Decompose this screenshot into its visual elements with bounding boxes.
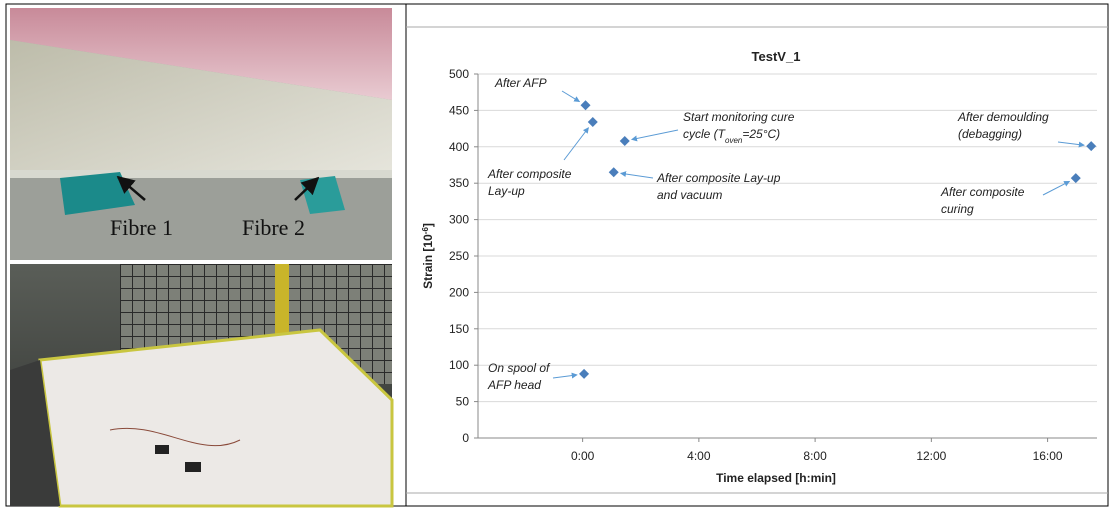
annotation: After composite <box>487 167 572 181</box>
point <box>588 117 598 127</box>
y-axis-label: Strain [10-6] <box>421 223 436 289</box>
text-part: After composite <box>940 185 1025 199</box>
annotation-arrow <box>632 130 678 140</box>
point <box>1086 141 1096 151</box>
text-part: and vacuum <box>657 188 722 202</box>
annotation: Lay-up <box>488 184 525 198</box>
y-tick-label: 150 <box>449 322 469 336</box>
point <box>1071 173 1081 183</box>
photo-top: Fibre 1 Fibre 2 <box>10 8 392 260</box>
annotation-arrow <box>562 91 580 102</box>
text-part: On spool of <box>488 361 551 375</box>
annotation: and vacuum <box>657 188 722 202</box>
chart-title: TestV_1 <box>752 49 801 64</box>
y-tick-label: 500 <box>449 67 469 81</box>
y-tick-label: 100 <box>449 358 469 372</box>
text-part: Lay-up <box>488 184 525 198</box>
annotation: AFP head <box>487 378 541 392</box>
annotation: cycle (Toven=25°C) <box>683 127 780 145</box>
text-part: ] <box>421 223 435 227</box>
text-part: After composite Lay-up <box>656 171 781 185</box>
y-tick-label: 0 <box>462 431 469 445</box>
point <box>579 369 589 379</box>
photo-label: Fibre 1 <box>110 215 173 240</box>
y-tick-label: 450 <box>449 103 469 117</box>
annotation: (debagging) <box>958 127 1022 141</box>
y-tick-label: 350 <box>449 176 469 190</box>
annotation-arrow <box>553 375 577 378</box>
photo-label: Fibre 2 <box>242 215 305 240</box>
text-part: cycle (T <box>683 127 727 141</box>
text-part: After composite <box>487 167 572 181</box>
annotation: On spool of <box>488 361 551 375</box>
annotation: After composite <box>940 185 1025 199</box>
photo-bottom <box>10 264 392 506</box>
x-tick-label: 16:00 <box>1033 449 1063 463</box>
point <box>581 100 591 110</box>
text-part: curing <box>941 202 974 216</box>
text-part: (debagging) <box>958 127 1022 141</box>
x-tick-label: 8:00 <box>803 449 827 463</box>
annotation: Start monitoring cure <box>683 110 795 124</box>
annotation-arrow <box>1058 142 1084 145</box>
x-tick-label: 0:00 <box>571 449 595 463</box>
y-tick-label: 50 <box>456 395 470 409</box>
text-part: oven <box>725 136 743 145</box>
x-tick-label: 12:00 <box>916 449 946 463</box>
point <box>620 136 630 146</box>
annotation: After composite Lay-up <box>656 171 781 185</box>
y-tick-label: 250 <box>449 249 469 263</box>
text-part: =25°C) <box>742 127 780 141</box>
y-tick-label: 400 <box>449 140 469 154</box>
x-tick-label: 4:00 <box>687 449 711 463</box>
text-part: After AFP <box>494 76 547 90</box>
figure: Fibre 1 Fibre 2 TestV_1 Time elapsed [h:… <box>0 0 1112 508</box>
annotation: curing <box>941 202 974 216</box>
text-part: AFP head <box>487 378 541 392</box>
text-part: Strain [10 <box>421 234 435 289</box>
text-part: Start monitoring cure <box>683 110 795 124</box>
point <box>609 167 619 177</box>
annotation: After demoulding <box>957 110 1049 124</box>
y-tick-label: 300 <box>449 213 469 227</box>
annotation-arrow <box>621 173 653 178</box>
text-part: After demoulding <box>957 110 1049 124</box>
y-tick-label: 200 <box>449 285 469 299</box>
annotation: After AFP <box>494 76 547 90</box>
x-axis-label: Time elapsed [h:min] <box>716 471 836 485</box>
annotation-arrow <box>564 128 589 160</box>
